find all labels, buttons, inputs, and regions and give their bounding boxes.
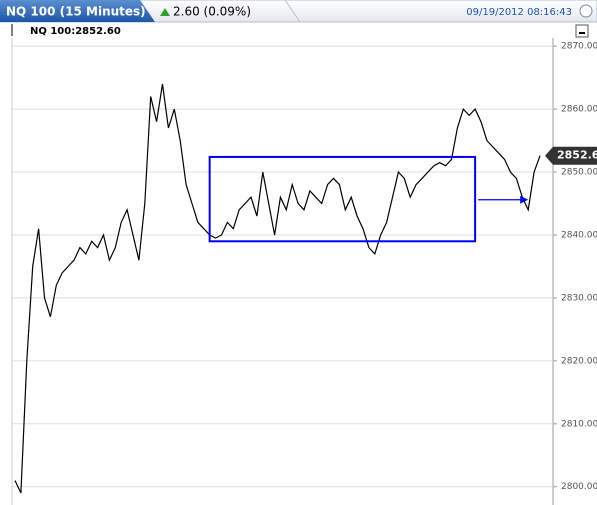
- annotation-box: [208, 155, 477, 243]
- refresh-button[interactable]: [579, 4, 593, 18]
- y-tick-label: 2840.00: [561, 230, 597, 240]
- change: 2.60 (0.09%): [173, 5, 251, 19]
- up-arrow: [160, 8, 170, 16]
- y-tick-label: 2870.00: [561, 42, 597, 52]
- y-tick-label: 2850.00: [561, 168, 597, 178]
- minimize-button[interactable]: [575, 24, 589, 38]
- y-tick-label: 2800.00: [561, 482, 597, 492]
- arrow-head: [520, 195, 529, 204]
- y-tick-label: 2830.00: [561, 293, 597, 303]
- price-line: [14, 83, 541, 494]
- timestamp: 09/19/2012 08:16:43: [466, 7, 572, 18]
- symbol-label: NQ 100:2852.60: [30, 26, 121, 37]
- y-tick-label: 2820.00: [561, 356, 597, 366]
- divider: [284, 0, 301, 23]
- title-tab: [0, 0, 155, 22]
- chart-title: NQ 100 (15 Minutes): [6, 5, 146, 19]
- last-value-box: [545, 146, 597, 165]
- y-tick-label: 2810.00: [561, 419, 597, 429]
- y-tick-label: 2860.00: [561, 105, 597, 115]
- last-value-label: 2852.6: [557, 149, 597, 162]
